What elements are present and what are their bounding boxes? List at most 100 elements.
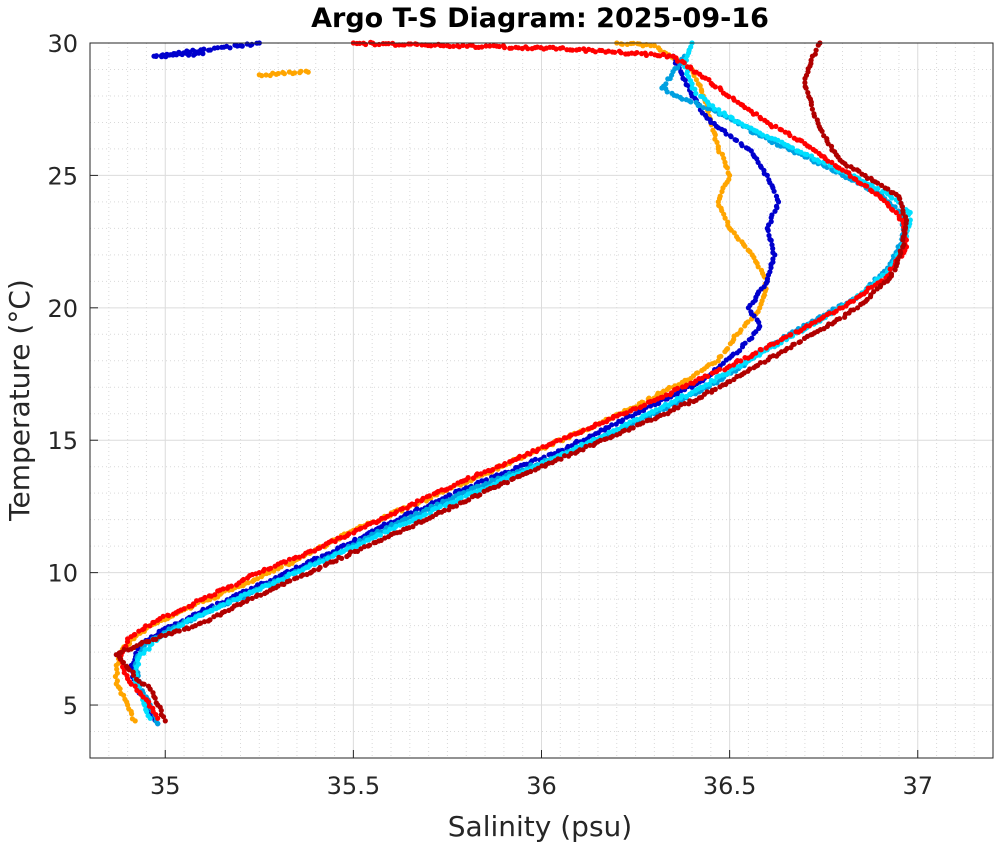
profile-dot [698,87,705,93]
x-tick-label: 35.5 [327,772,380,800]
profile-dot [483,477,489,483]
profile-dot [118,690,124,697]
profile-dot [447,485,453,491]
data-point [557,437,563,443]
profile-dot [791,341,797,347]
profile-dot [900,208,906,214]
profile-dot [725,170,731,176]
profile-dot [898,200,904,206]
profile-dot [267,72,273,79]
profile-dot [805,90,811,96]
profile-dot [160,52,166,58]
profile-dot [641,402,648,408]
profile-dot [432,42,438,48]
profile-dot [812,51,818,57]
data-point [670,53,676,59]
profile-dot [275,583,281,589]
profile-dot [683,97,689,103]
profile-dot [850,298,857,304]
profile-dot [410,524,416,530]
profile-dot [726,176,732,182]
profile-dot [158,632,164,639]
profile-dot [688,44,694,50]
profile-dot [558,456,564,462]
profile-dot [749,335,755,341]
profile-dot [490,467,496,473]
profile-dot [153,636,159,643]
profile-dot [332,551,338,558]
profile-dot [510,475,516,482]
profile-dot [675,65,681,71]
profile-dot [808,57,814,63]
profile-dot [738,141,744,147]
data-point [727,363,733,369]
profile-dot [748,125,754,131]
data-point [256,570,262,576]
profile-dot [779,139,785,145]
data-point [256,72,262,78]
profile-dot [868,175,874,181]
profile-dot [245,580,251,586]
profile-dot [693,99,699,105]
chart-title: Argo T-S Diagram: 2025-09-16 [311,3,769,34]
profile-dot [528,468,534,475]
profile-dot [286,556,293,562]
profile-dot [669,90,675,96]
profile-dot [466,497,472,503]
x-tick-label: 37 [902,772,933,800]
data-point [802,80,808,86]
profile-dot [468,490,474,496]
profile-dot [249,595,255,602]
profile-dot [738,358,744,364]
profile-dot [653,407,659,413]
profile-dot [535,465,541,471]
profile-dot [496,463,502,469]
profile-dot [240,576,247,583]
profile-dot [286,571,292,577]
profile-dot [620,417,626,423]
profile-dot [146,639,152,645]
profile-dot [521,453,527,459]
profile-dot [317,564,323,571]
profile-dot [848,164,854,170]
profile-dot [683,382,690,388]
profile-dot [133,676,140,682]
profile-dot [130,669,136,675]
profile-dot [146,703,153,709]
profile-dot [194,598,200,604]
profile-dot [808,153,815,159]
profile-dot [878,282,884,289]
profile-dot [680,75,686,81]
profile-dot [742,340,748,346]
profile-dot [408,510,414,516]
profile-dot [705,373,711,379]
profile-dot [222,608,228,615]
profile-dot [489,477,495,483]
y-tick-label: 20 [47,295,78,323]
profile-dot [684,64,691,70]
profile-dot [437,503,443,509]
profile-dot [661,411,667,417]
profile-dot [712,386,718,392]
profile-dot [245,596,251,602]
profile-dot [605,416,612,422]
profile-dot [639,51,645,57]
profile-dot [380,41,386,47]
data-point [444,43,450,49]
profile-dot [132,683,138,689]
profile-dot [737,348,743,354]
profile-dot [757,114,763,120]
profile-dot [722,215,728,221]
profile-dot [280,576,286,582]
profile-dot [794,148,800,154]
profile-dot [774,339,781,345]
profile-dot [720,360,726,366]
profile-dot [307,562,313,568]
profile-dot [397,529,403,535]
profile-dot [220,602,226,608]
profile-dot [114,670,120,676]
profile-dot [377,532,383,538]
profile-dot [829,167,835,173]
profile-dot [722,159,728,165]
data-point [821,133,827,139]
